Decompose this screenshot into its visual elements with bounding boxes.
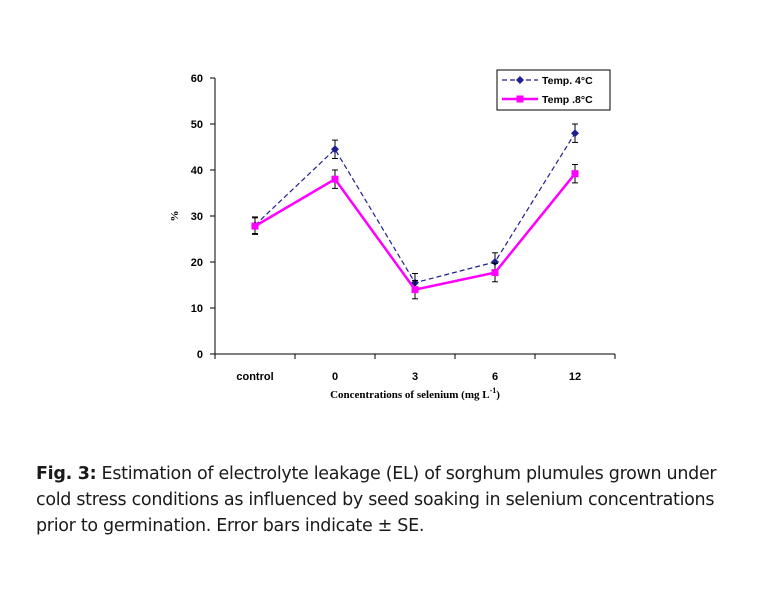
series-line	[254, 172, 576, 291]
legend-swatch-marker	[516, 76, 524, 84]
x-tick-label: control	[236, 371, 273, 383]
data-point	[571, 129, 579, 138]
series-line	[254, 132, 576, 284]
x-axis-label-end: )	[496, 389, 500, 401]
x-tick-label: 6	[492, 371, 498, 383]
y-tick-label: 10	[191, 303, 203, 315]
chart-axes	[210, 77, 616, 359]
data-point	[571, 170, 579, 178]
series-0	[251, 123, 579, 293]
data-point	[411, 286, 419, 294]
x-axis-label: Concentrations of selenium (mg L-1)	[330, 386, 500, 401]
y-tick-label: 20	[191, 257, 203, 269]
y-tick-label: 50	[191, 119, 203, 131]
x-tick-label: 12	[569, 371, 581, 383]
data-point	[491, 258, 499, 266]
legend-label: Temp. 4°C	[542, 75, 593, 87]
caption-label: Fig. 3:	[36, 464, 97, 484]
series-1	[251, 163, 579, 300]
legend-label: Temp .8°C	[542, 94, 593, 106]
y-tick-label: 60	[191, 73, 203, 85]
y-tick-label: 30	[191, 211, 203, 223]
y-tick-label: 0	[197, 349, 203, 361]
legend-swatch-marker	[516, 95, 524, 103]
figure-caption: Fig. 3: Estimation of electrolyte leakag…	[36, 461, 756, 539]
x-axis-label-superscript: -1	[490, 386, 497, 395]
x-axis-label-main: Concentrations of selenium (mg L	[330, 389, 490, 401]
x-tick-label: 3	[412, 371, 418, 383]
series-layer	[251, 123, 579, 300]
legend-box	[496, 69, 611, 111]
chart-legend: Temp. 4°C Temp .8°C	[496, 69, 611, 111]
data-point	[331, 145, 339, 154]
data-point	[331, 175, 339, 183]
data-point	[491, 269, 499, 277]
line-chart: 0 10 20 30 40 50 60 control 0 3 6 12 % Concentrati…	[169, 69, 616, 401]
y-tick-label: 40	[191, 165, 203, 177]
legend-item: Temp. 4°C	[502, 75, 593, 87]
data-point	[251, 222, 259, 230]
y-tick-labels: 0 10 20 30 40 50 60	[191, 73, 203, 361]
caption-text: Estimation of electrolyte leakage (EL) o…	[36, 464, 717, 536]
x-tick-label: 0	[332, 371, 338, 383]
x-tick-labels: control 0 3 6 12	[236, 371, 581, 383]
y-axis-label: %	[169, 211, 181, 222]
legend-item: Temp .8°C	[502, 94, 593, 106]
